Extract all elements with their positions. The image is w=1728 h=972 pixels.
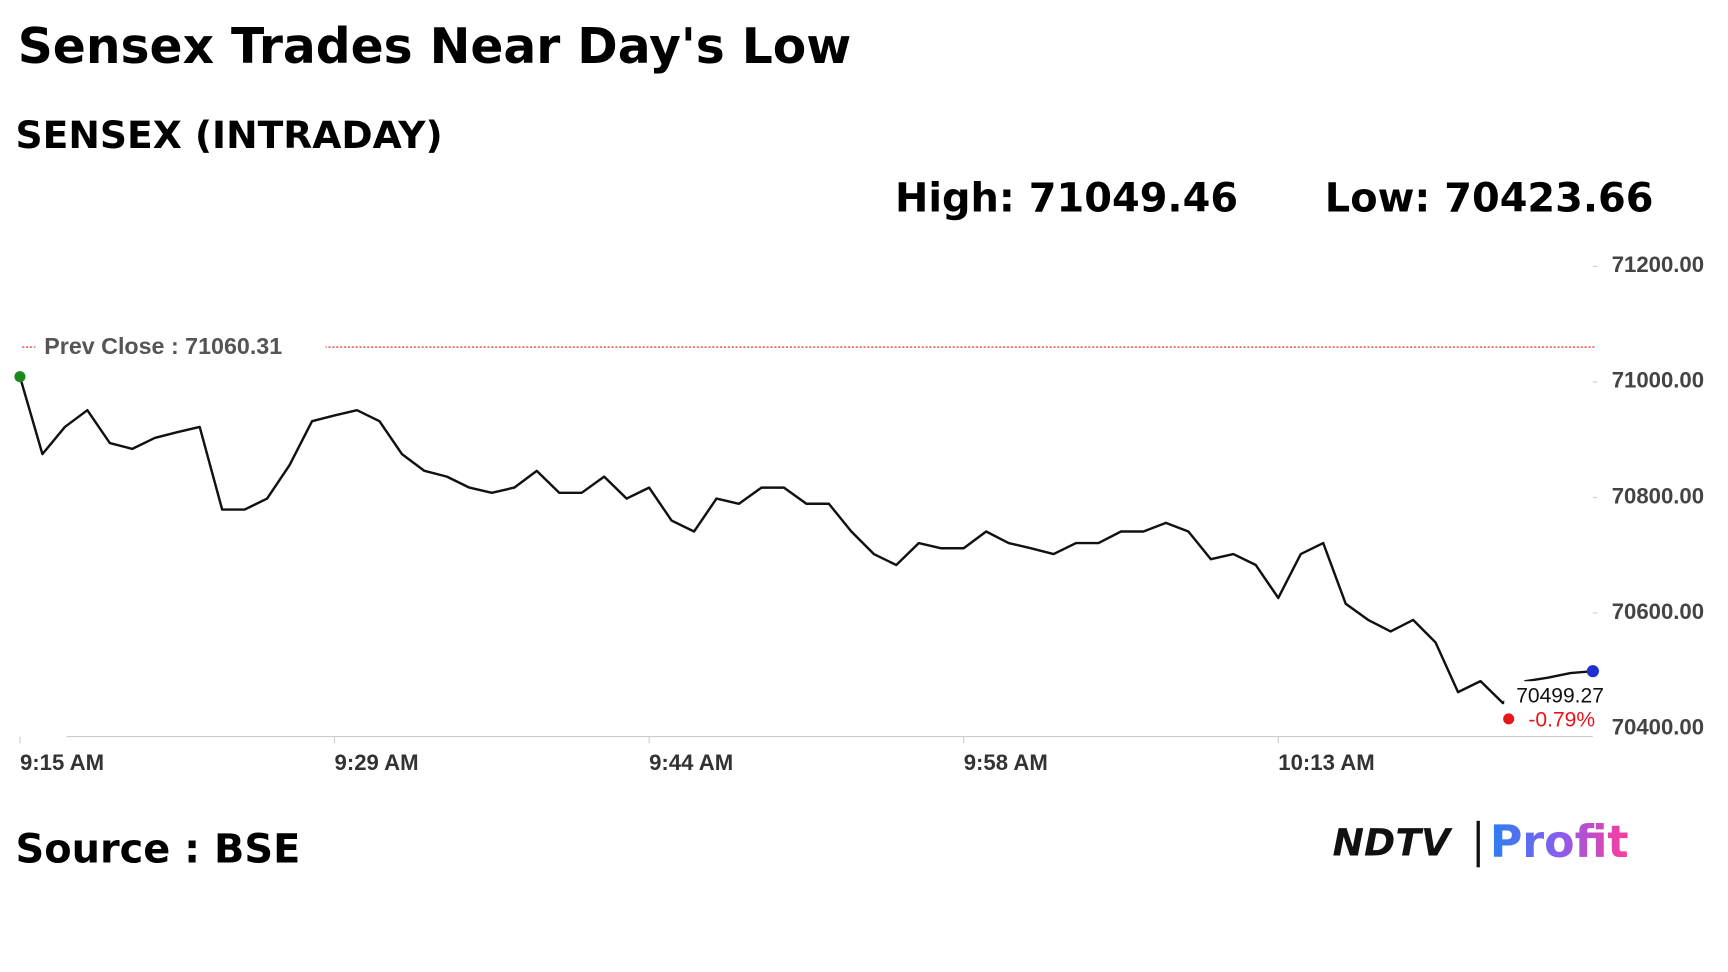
high-value: 71049.46 bbox=[1029, 175, 1238, 221]
low-value: 70423.66 bbox=[1444, 175, 1653, 221]
chart-title: Sensex Trades Near Day's Low bbox=[18, 19, 852, 75]
logo: NDTV Profit bbox=[1333, 817, 1629, 868]
y-tick-label: 71200.00 bbox=[1612, 252, 1704, 277]
start-dot bbox=[14, 371, 26, 383]
logo-product: Profit bbox=[1490, 817, 1629, 868]
series-line bbox=[18, 376, 1593, 705]
last-value-label: 70499.27 bbox=[1516, 684, 1604, 707]
reference-value: 71060.31 bbox=[185, 333, 282, 359]
y-tick-label: 71000.00 bbox=[1612, 368, 1704, 393]
x-tick-label: 10:13 AM bbox=[1278, 750, 1374, 775]
high-label: High: bbox=[895, 175, 1015, 221]
change-marker bbox=[1503, 713, 1515, 725]
reference-label-bg bbox=[35, 332, 326, 362]
reference-label: Prev Close : 71060.31 bbox=[44, 333, 282, 359]
change-label: -0.79% bbox=[1528, 709, 1595, 732]
plot: 70400.00 70600.00 70800.00 71000.00 71200.00… bbox=[14, 252, 1704, 775]
high: High: 71049.46 bbox=[895, 175, 1238, 221]
x-tick-label: 9:58 AM bbox=[964, 750, 1048, 775]
y-tick-label: 70400.00 bbox=[1612, 714, 1704, 739]
source: Source : BSE bbox=[16, 826, 301, 872]
y-tick-label: 70600.00 bbox=[1612, 599, 1704, 624]
x-tick-label: 9:15 AM bbox=[20, 750, 104, 775]
subtitle: SENSEX (INTRADAY) bbox=[16, 113, 443, 157]
x-tick-label: 9:29 AM bbox=[335, 750, 419, 775]
low: Low: 70423.66 bbox=[1325, 175, 1654, 221]
logo-divider bbox=[1476, 820, 1480, 868]
reference-label-text: Prev Close : bbox=[44, 333, 178, 359]
x-tick-label: 9:44 AM bbox=[649, 750, 733, 775]
logo-brand: NDTV bbox=[1333, 821, 1453, 865]
y-tick-label: 70800.00 bbox=[1612, 483, 1704, 508]
low-label: Low: bbox=[1325, 175, 1431, 221]
last-label-bg bbox=[1504, 681, 1607, 735]
end-dot bbox=[1586, 665, 1599, 678]
